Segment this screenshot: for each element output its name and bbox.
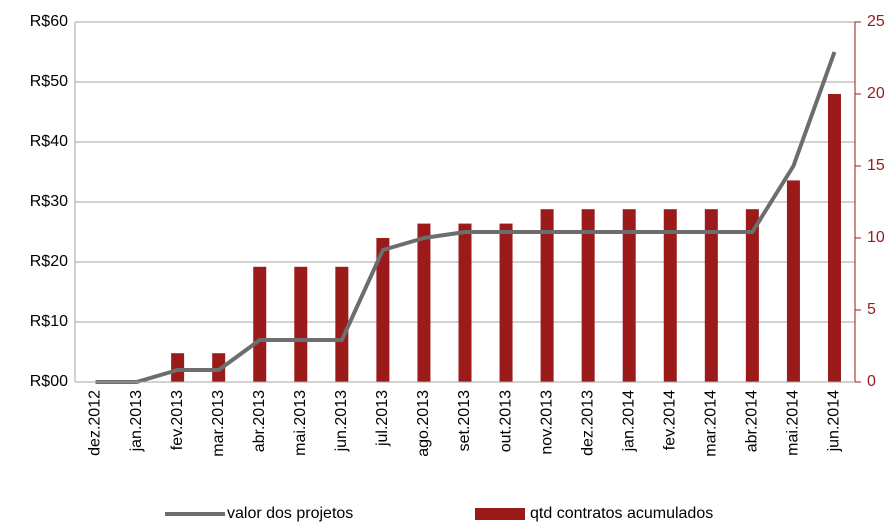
bar <box>622 209 636 382</box>
bar <box>376 238 390 382</box>
bar <box>745 209 759 382</box>
x-tick-label: mai.2013 <box>292 390 309 456</box>
x-tick-label: jan.2013 <box>128 390 145 452</box>
x-tick-label: nov.2013 <box>538 390 555 455</box>
x-tick-label: dez.2013 <box>579 390 596 456</box>
x-tick-label: jun.2013 <box>333 390 350 452</box>
x-tick-label: set.2013 <box>456 390 473 451</box>
y2-tick-label: 0 <box>867 373 876 390</box>
y2-tick-label: 10 <box>867 229 885 246</box>
bar <box>253 266 267 382</box>
y-tick-label: R$30 <box>30 193 68 210</box>
x-tick-label: mar.2013 <box>210 390 227 457</box>
legend-label: valor dos projetos <box>227 505 353 522</box>
x-tick-label: jun.2014 <box>826 390 843 452</box>
y2-tick-label: 5 <box>867 301 876 318</box>
x-tick-label: dez.2012 <box>87 390 104 456</box>
x-tick-label: mai.2014 <box>785 390 802 456</box>
y-tick-label: R$50 <box>30 73 68 90</box>
x-tick-label: jul.2013 <box>374 390 391 447</box>
bar <box>417 223 431 382</box>
x-tick-label: ago.2013 <box>415 390 432 457</box>
bar <box>786 180 800 382</box>
y-tick-label: R$10 <box>30 313 68 330</box>
bar <box>581 209 595 382</box>
x-tick-label: abr.2013 <box>251 390 268 452</box>
bar <box>540 209 554 382</box>
x-tick-label: abr.2014 <box>744 390 761 452</box>
y2-tick-label: 25 <box>867 13 885 30</box>
x-tick-label: mar.2014 <box>703 390 720 457</box>
x-tick-label: out.2013 <box>497 390 514 452</box>
x-tick-label: fev.2014 <box>661 390 678 450</box>
y-tick-label: R$00 <box>30 373 68 390</box>
x-tick-label: jan.2014 <box>620 390 637 452</box>
bar <box>827 94 841 382</box>
x-tick-label: fev.2013 <box>169 390 186 450</box>
legend-label: qtd contratos acumulados <box>530 505 713 522</box>
line <box>95 51 837 384</box>
y2-tick-label: 15 <box>867 157 885 174</box>
bar <box>663 209 677 382</box>
y-tick-label: R$60 <box>30 13 68 30</box>
bar <box>294 266 308 382</box>
y-tick-label: R$40 <box>30 133 68 150</box>
bar <box>704 209 718 382</box>
bar <box>171 353 185 382</box>
bar <box>335 266 349 382</box>
bar <box>458 223 472 382</box>
y-tick-label: R$20 <box>30 253 68 270</box>
y2-tick-label: 20 <box>867 85 885 102</box>
bar <box>499 223 513 382</box>
legend-swatch <box>475 508 525 520</box>
